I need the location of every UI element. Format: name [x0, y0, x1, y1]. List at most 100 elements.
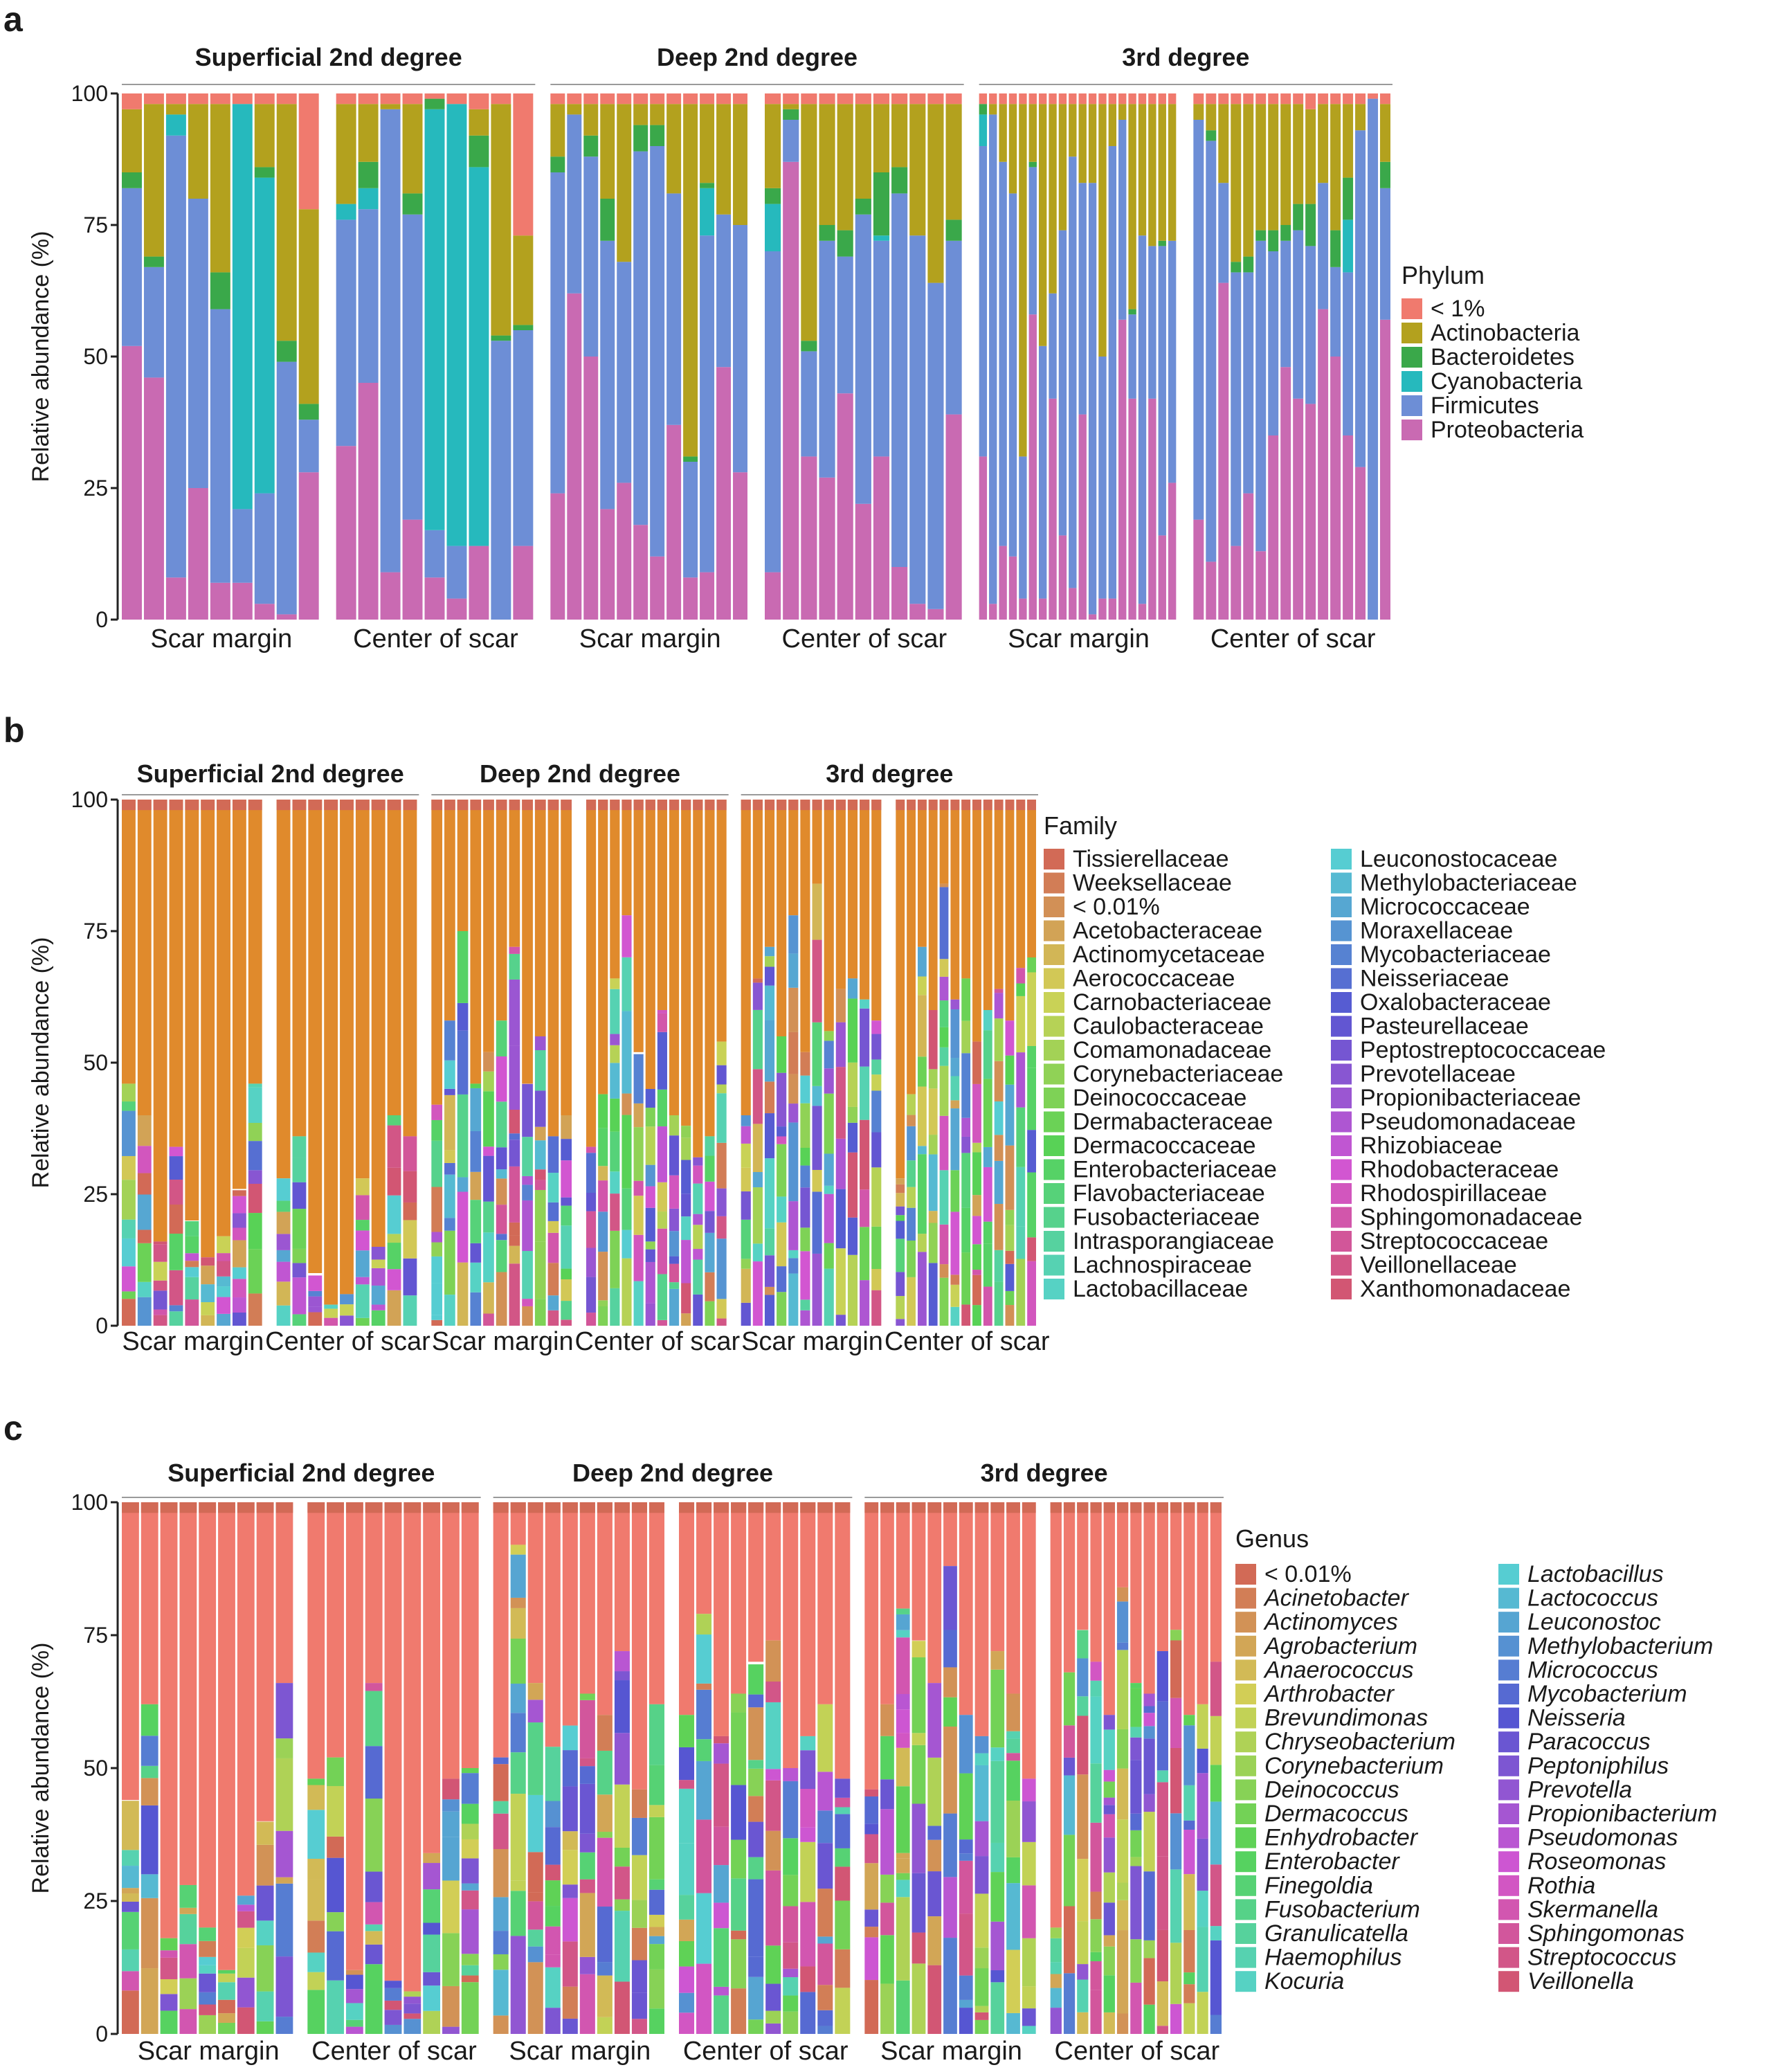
legend-item-label: Corynebacteriaceae [1073, 1061, 1283, 1088]
bar-segment [855, 503, 871, 620]
bar-segment [928, 1211, 938, 1223]
legend-item-label: Mycobacterium [1527, 1681, 1687, 1707]
bar-segment [493, 1764, 509, 1801]
bar-segment [896, 1614, 910, 1630]
bar-segment [994, 1204, 1004, 1250]
bar-segment [140, 1898, 158, 1969]
bar-segment [185, 1253, 199, 1261]
bar-segment [871, 1090, 882, 1133]
bar-segment [1016, 1259, 1026, 1326]
site-label: Scar margin [1008, 624, 1150, 654]
bar-segment [276, 361, 297, 615]
legend-swatch [1044, 1016, 1064, 1037]
bar-segment [122, 1850, 139, 1866]
bar-segment [217, 1276, 230, 1287]
bar-segment [837, 93, 853, 105]
bar-segment [336, 93, 356, 105]
bar-segment [800, 800, 810, 811]
bar-segment [470, 800, 482, 811]
y-tick-label: 25 [83, 1182, 108, 1207]
bar-segment [855, 104, 871, 199]
bar-segment [765, 1640, 781, 1682]
bar-segment [1022, 1502, 1036, 1779]
bar-segment [510, 1891, 526, 1936]
bar-segment [610, 1045, 620, 1063]
bar-segment [424, 530, 445, 578]
bar-segment [444, 1060, 455, 1089]
bar-segment [1077, 2012, 1089, 2034]
bar-segment [586, 1146, 597, 1153]
legend-swatch [1235, 1684, 1256, 1704]
bar-segment [765, 93, 781, 105]
bar-segment [442, 1880, 460, 1934]
bar-segment [990, 1970, 1005, 1983]
bar-segment [355, 1195, 370, 1220]
bar-segment [939, 883, 949, 888]
bar-segment [731, 1502, 747, 1694]
bar-segment [959, 1502, 973, 1513]
bar-segment [122, 1971, 139, 1991]
bar-segment [1108, 104, 1117, 146]
bar-segment [496, 1205, 507, 1234]
bar-segment [696, 1502, 712, 1513]
bar-segment [336, 446, 356, 620]
bar-segment [153, 800, 167, 811]
bar-segment [917, 800, 927, 947]
bar-segment [365, 1502, 383, 1513]
legend-swatch [1044, 1207, 1064, 1228]
bar-segment [1118, 319, 1127, 620]
bar-segment [669, 1231, 680, 1256]
bar-segment [783, 1977, 799, 1996]
bar-segment [657, 1319, 667, 1326]
bar-segment [1255, 551, 1267, 620]
bar-segment [961, 800, 971, 811]
bar-segment [696, 1614, 712, 1635]
bar-segment [961, 978, 971, 1021]
bar-segment [1343, 219, 1354, 273]
bar-segment [741, 800, 751, 811]
bar-segment [731, 1785, 747, 1840]
bar-segment [597, 1832, 613, 1838]
bar-segment [705, 1181, 715, 1211]
bar-segment [137, 1173, 152, 1195]
bar-segment [1206, 93, 1217, 105]
bar-segment [1293, 93, 1304, 105]
bar-segment [169, 1156, 183, 1180]
bar-segment [327, 1502, 344, 1513]
bar-segment [835, 1502, 851, 1779]
bar-segment [645, 1249, 655, 1262]
bar-segment [600, 240, 615, 510]
site-label: Scar margin [880, 2037, 1022, 2066]
bar-segment [345, 2019, 363, 2027]
bar-segment [1130, 1737, 1142, 1760]
bar-segment [324, 800, 338, 811]
bar-segment [137, 1243, 152, 1282]
bar-segment [983, 1221, 992, 1244]
bar-segment [939, 1277, 949, 1326]
bar-segment [783, 1875, 799, 1907]
bar-segment [610, 989, 620, 1034]
bar-segment [1022, 2026, 1036, 2034]
bar-segment [800, 1789, 816, 1828]
bar-segment [972, 1152, 981, 1196]
bar-segment [860, 800, 870, 811]
bar-segment [896, 1215, 905, 1221]
bar-segment [600, 199, 615, 241]
bar-segment [994, 1101, 1004, 1135]
bar-segment [1143, 1713, 1155, 1727]
bar-segment [928, 1088, 938, 1135]
bar-segment [1318, 183, 1329, 309]
bar-segment [648, 1889, 664, 1915]
bar-segment [1077, 1964, 1089, 1980]
bar-segment [864, 1937, 879, 1981]
bar-segment [896, 1319, 905, 1326]
bar-segment [927, 104, 944, 283]
y-tick-label: 75 [83, 1623, 108, 1648]
bar-segment [714, 1986, 729, 1996]
bar-segment [1183, 2003, 1195, 2034]
bar-segment [1103, 1797, 1115, 1805]
bar-segment [896, 1178, 905, 1184]
bar-segment [896, 1296, 905, 1319]
legend-swatch [1235, 1875, 1256, 1896]
legend-item-label: Methylobacteriaceae [1360, 870, 1577, 897]
